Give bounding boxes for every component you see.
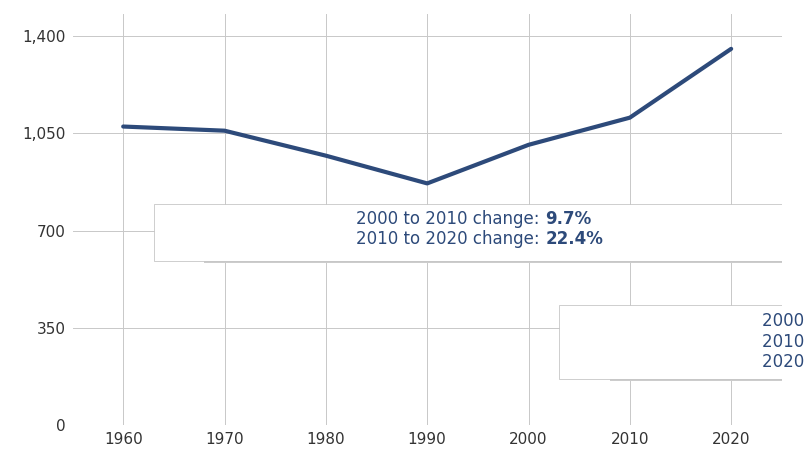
Text: 9.7%: 9.7% — [545, 211, 592, 228]
FancyBboxPatch shape — [204, 206, 806, 263]
FancyBboxPatch shape — [609, 308, 806, 381]
Text: 2000:: 2000: — [762, 312, 806, 330]
Text: 22.4%: 22.4% — [545, 230, 603, 248]
Text: 2010 to 2020 change:: 2010 to 2020 change: — [356, 230, 545, 248]
FancyBboxPatch shape — [154, 204, 806, 261]
FancyBboxPatch shape — [559, 305, 806, 379]
Text: 2020:: 2020: — [762, 354, 806, 371]
Text: 2010:: 2010: — [762, 333, 806, 351]
Text: 2000 to 2010 change:: 2000 to 2010 change: — [356, 211, 545, 228]
